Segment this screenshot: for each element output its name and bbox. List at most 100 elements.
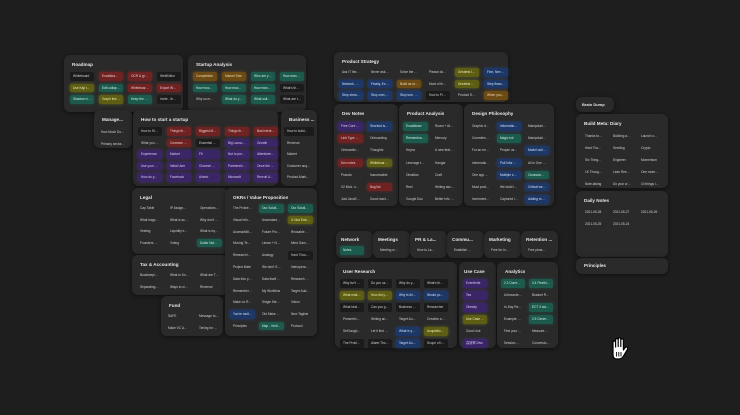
note-chip[interactable]: Our Solution... bbox=[288, 204, 313, 213]
note-chip[interactable]: Excalidraw bbox=[403, 122, 428, 131]
note-chip[interactable]: Founders ag... bbox=[140, 240, 161, 245]
note-chip[interactable]: Google Doc bbox=[406, 197, 423, 202]
note-chip[interactable]: Obesity bbox=[463, 303, 487, 312]
note-chip[interactable]: Graph lines UI bbox=[99, 95, 123, 104]
note-chip[interactable]: How much fu... bbox=[222, 83, 246, 92]
note-chip[interactable]: Just JavaScript bbox=[341, 197, 363, 202]
note-chip[interactable]: For an envyin... bbox=[472, 148, 493, 153]
note-chip[interactable]: Do you use a... bbox=[368, 279, 392, 288]
note-chip[interactable]: Establish Sc... bbox=[454, 248, 475, 252]
note-chip[interactable]: What to Know... bbox=[170, 273, 192, 277]
note-chip[interactable]: Ways to simpl... bbox=[170, 284, 192, 289]
note-chip[interactable]: Creative author bbox=[427, 317, 448, 322]
note-chip[interactable]: Information a... bbox=[472, 160, 493, 165]
note-chip[interactable]: Free Core for ... bbox=[338, 122, 363, 131]
note-chip[interactable]: Onboarding v... bbox=[341, 148, 363, 153]
note-chip[interactable]: Invite - they... bbox=[157, 95, 181, 104]
note-chip[interactable]: Captured ide... bbox=[500, 197, 521, 202]
note-chip[interactable]: Shadow views... bbox=[70, 95, 94, 104]
note-chip[interactable]: Liquidity events bbox=[170, 229, 192, 233]
note-chip[interactable]: Scope of the... bbox=[424, 339, 448, 348]
card-fund[interactable]: Fund SAFE Message to S... Make VC App... Ti… bbox=[161, 296, 223, 336]
note-chip[interactable]: Obsidian bbox=[406, 172, 419, 177]
card-analytics[interactable]: Analytics 2.3 Current U... 3.4 Flexible..… bbox=[497, 262, 558, 348]
note-chip[interactable]: Leverage the ... bbox=[406, 160, 428, 165]
note-chip[interactable]: Message to S... bbox=[199, 314, 222, 318]
note-chip[interactable]: Market bbox=[287, 152, 297, 156]
note-chip[interactable]: Engineer bbox=[613, 158, 626, 162]
note-chip[interactable]: Data itself vi... bbox=[262, 276, 283, 281]
card-legal[interactable]: Legal Cap Table IP Assignmen... Operations… bbox=[132, 188, 228, 254]
note-chip[interactable]: A new feature... bbox=[435, 148, 457, 153]
note-chip[interactable]: Occasionally a... bbox=[525, 170, 549, 180]
note-chip[interactable]: Remembrance bbox=[403, 134, 428, 143]
note-chip[interactable]: What's their a... bbox=[280, 83, 304, 92]
note-chip[interactable]: Find your mo... bbox=[504, 329, 525, 334]
note-chip[interactable]: Critical we let l... bbox=[525, 182, 549, 192]
note-chip[interactable]: Better Info Wr... bbox=[435, 197, 457, 202]
note-chip[interactable]: Visual Inform... bbox=[233, 217, 255, 222]
note-chip[interactable]: Manipulation... bbox=[528, 136, 549, 141]
note-chip[interactable]: Map - Vertic... bbox=[259, 321, 284, 331]
note-chip[interactable]: What are the... bbox=[280, 95, 304, 104]
note-chip[interactable]: 2021-05-27 bbox=[613, 210, 630, 214]
note-chip[interactable]: Writing assista... bbox=[435, 184, 457, 189]
note-chip[interactable]: Keep the con... bbox=[128, 95, 152, 104]
note-chip[interactable]: Bookkeeping ... bbox=[140, 273, 162, 277]
note-chip[interactable]: Customer acq... bbox=[287, 163, 310, 168]
note-chip[interactable]: Meeting with... bbox=[380, 248, 401, 252]
note-chip[interactable]: How many us... bbox=[280, 72, 304, 81]
note-chip[interactable]: 2021-05-26 bbox=[641, 210, 658, 214]
note-chip[interactable]: Why isn't your... bbox=[340, 279, 364, 288]
note-chip[interactable]: Make VC App... bbox=[168, 325, 191, 330]
note-chip[interactable]: What's the pr... bbox=[424, 279, 448, 288]
note-chip[interactable]: Thoughts bbox=[370, 148, 384, 153]
note-chip[interactable]: Bad intentions... bbox=[254, 127, 278, 136]
note-chip[interactable]: Let it find yo... bbox=[371, 329, 391, 334]
note-chip[interactable]: Why don't ca... bbox=[200, 217, 221, 222]
note-chip[interactable]: The Problem bbox=[340, 339, 364, 348]
note-chip[interactable]: My Workflow bbox=[262, 288, 281, 293]
note-chip[interactable]: Recruit Users ... bbox=[254, 173, 278, 182]
note-chip[interactable]: Primary sector... bbox=[101, 141, 125, 146]
note-chip[interactable]: SAFE bbox=[168, 314, 177, 318]
note-chip[interactable]: Most products... bbox=[472, 184, 493, 189]
note-chip[interactable]: Pseudo bbox=[341, 172, 352, 177]
note-chip[interactable]: Make no Rethin bbox=[233, 300, 255, 305]
note-chip[interactable]: Research is a... bbox=[233, 253, 255, 258]
note-chip[interactable]: Link Type Lim... bbox=[338, 134, 363, 143]
note-chip[interactable]: Stop over, clo... bbox=[368, 91, 392, 100]
note-chip[interactable]: Inaccessible bbox=[370, 172, 388, 177]
note-chip[interactable]: How do you fi... bbox=[138, 173, 162, 182]
note-chip[interactable]: Can you give... bbox=[368, 303, 392, 312]
note-chip[interactable]: Crypto bbox=[641, 146, 651, 150]
note-chip[interactable]: What is your ... bbox=[396, 327, 420, 336]
note-chip[interactable]: Future Proof ... bbox=[262, 229, 284, 234]
note-chip[interactable]: Not to pre-Se... bbox=[225, 150, 249, 159]
note-chip[interactable]: What are Tax... bbox=[200, 273, 222, 277]
note-chip[interactable]: 10 things I've l... bbox=[641, 182, 662, 186]
note-chip[interactable]: Reel bbox=[406, 184, 413, 189]
note-chip[interactable]: Good react &... bbox=[370, 197, 392, 202]
note-chip[interactable]: What you kno... bbox=[141, 140, 162, 145]
note-chip[interactable]: Analogy bbox=[262, 253, 274, 258]
note-chip[interactable]: Seeding bbox=[613, 146, 625, 150]
card-pr-launch[interactable]: PR & La... How to Laun... bbox=[410, 231, 447, 258]
note-chip[interactable]: Cap Table bbox=[140, 206, 155, 210]
note-chip[interactable]: Dollar Note S... bbox=[197, 238, 222, 247]
note-chip[interactable]: Edit collapse... bbox=[99, 83, 123, 92]
note-chip[interactable]: Excalidraw a... bbox=[99, 72, 123, 81]
note-chip[interactable]: New Tagline bbox=[291, 312, 309, 317]
note-chip[interactable]: All in One app bbox=[528, 160, 549, 165]
note-chip[interactable]: Note-taking bbox=[585, 182, 602, 186]
note-chip[interactable]: Our Solution... bbox=[259, 204, 284, 213]
note-chip[interactable]: Vesting bbox=[140, 229, 151, 233]
note-chip[interactable]: 2.3 Current U... bbox=[501, 279, 525, 288]
note-chip[interactable]: Dev notes bbox=[338, 158, 363, 168]
note-chip[interactable]: What is accel... bbox=[170, 217, 192, 222]
note-chip[interactable]: Essential Star... bbox=[196, 138, 220, 147]
note-chip[interactable]: Stop show, to... bbox=[339, 91, 363, 100]
note-chip[interactable]: Multiple scen... bbox=[497, 170, 521, 180]
note-chip[interactable]: Whiteboard T... bbox=[367, 158, 392, 168]
note-chip[interactable]: How to Plan a... bbox=[426, 91, 450, 100]
